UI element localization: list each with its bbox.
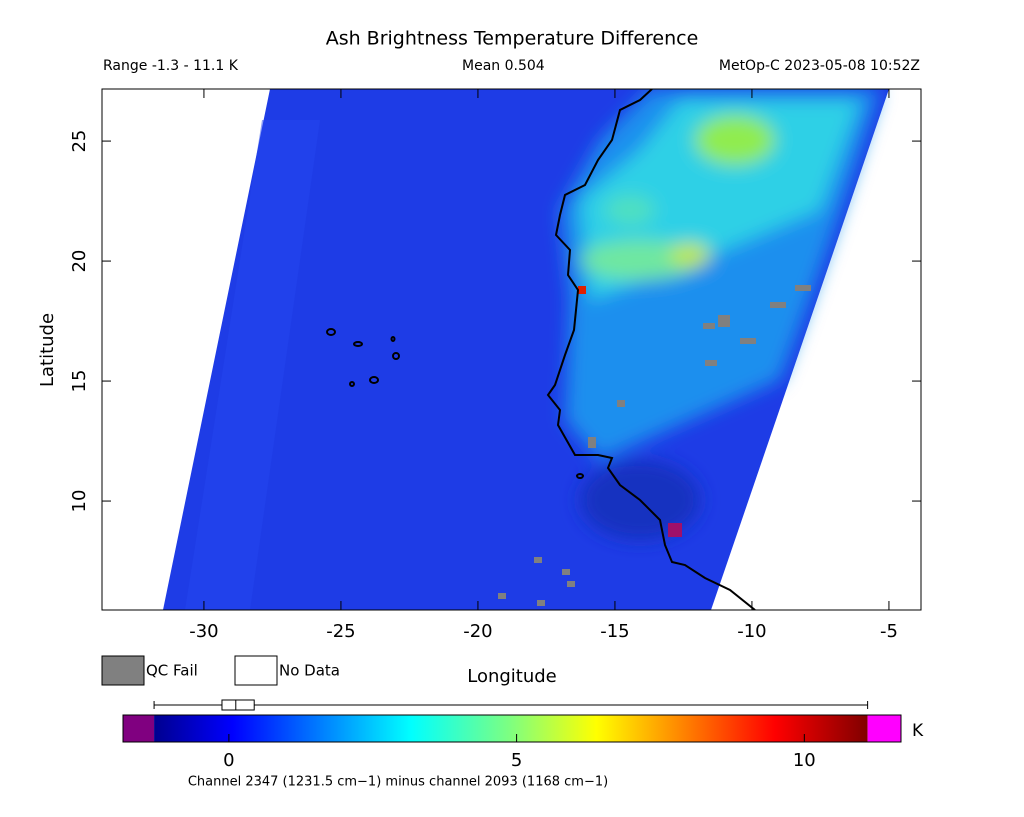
caption: Channel 2347 (1231.5 cm−1) minus channel… (188, 775, 608, 790)
range-text: Range -1.3 - 11.1 K (103, 58, 239, 74)
colorbar-frame (122, 714, 902, 743)
colorbar-tick-label: 10 (793, 750, 816, 771)
title: Ash Brightness Temperature Difference (326, 28, 699, 50)
legend: QC Fail No Data (101, 655, 340, 686)
colorbar-tick-label: 0 (223, 750, 234, 771)
colorbar-under (123, 715, 155, 742)
legend-swatch (101, 655, 145, 686)
plot-frame (101, 88, 922, 611)
hot-pixel (668, 523, 682, 537)
colorbar-over (867, 715, 901, 742)
legend-swatch (234, 655, 278, 686)
source-text: MetOp-C 2023-05-08 10:52Z (719, 58, 920, 74)
legend-label: QC Fail (146, 662, 198, 680)
ash-plume (560, 89, 880, 540)
y-tick-label: 20 (69, 250, 90, 273)
box (221, 699, 255, 711)
x-tick-label: -5 (880, 621, 898, 642)
x-tick-label: -10 (737, 621, 766, 642)
colorbar: 0 5 10 K (122, 699, 924, 771)
islands (326, 328, 584, 479)
colorbar-unit: K (912, 721, 924, 741)
qc-fail-pixels (498, 285, 811, 606)
coastline (546, 89, 756, 610)
swath-band (185, 120, 320, 610)
y-tick-label: 15 (69, 370, 90, 393)
x-axis-label: Longitude (467, 666, 557, 687)
colorbar-tick-label: 5 (511, 750, 522, 771)
y-tick-label: 25 (69, 130, 90, 153)
hot-pixel (578, 286, 586, 294)
mean-text: Mean 0.504 (462, 58, 545, 74)
x-tick-label: -15 (600, 621, 629, 642)
legend-label: No Data (279, 662, 340, 680)
colorbar-scale (154, 715, 868, 742)
x-tick-label: -25 (326, 621, 355, 642)
x-tick-label: -30 (189, 621, 218, 642)
x-tick-label: -20 (463, 621, 492, 642)
y-tick-label: 10 (69, 490, 90, 513)
swath (163, 89, 889, 610)
y-axis-label: Latitude (37, 313, 58, 387)
